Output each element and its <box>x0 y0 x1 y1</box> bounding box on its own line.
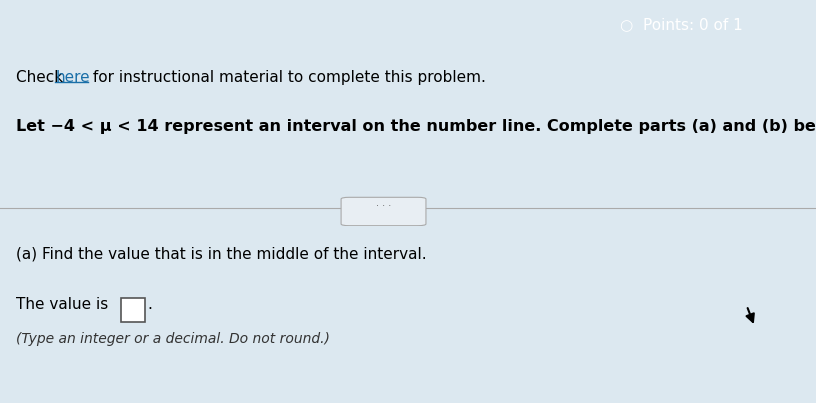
Text: Let −4 < μ < 14 represent an interval on the number line. Complete parts (a) and: Let −4 < μ < 14 represent an interval on… <box>16 119 816 134</box>
Text: (a) Find the value that is in the middle of the interval.: (a) Find the value that is in the middle… <box>16 247 427 262</box>
Text: · · ·: · · · <box>376 201 391 211</box>
Text: Check: Check <box>16 70 69 85</box>
Text: The value is: The value is <box>16 297 113 312</box>
FancyBboxPatch shape <box>341 197 426 226</box>
Text: (Type an integer or a decimal. Do not round.): (Type an integer or a decimal. Do not ro… <box>16 332 330 346</box>
Text: .: . <box>147 297 152 312</box>
Text: ○  Points: 0 of 1: ○ Points: 0 of 1 <box>620 17 743 32</box>
Text: for instructional material to complete this problem.: for instructional material to complete t… <box>88 70 486 85</box>
FancyBboxPatch shape <box>121 298 145 322</box>
Text: here: here <box>55 70 90 85</box>
